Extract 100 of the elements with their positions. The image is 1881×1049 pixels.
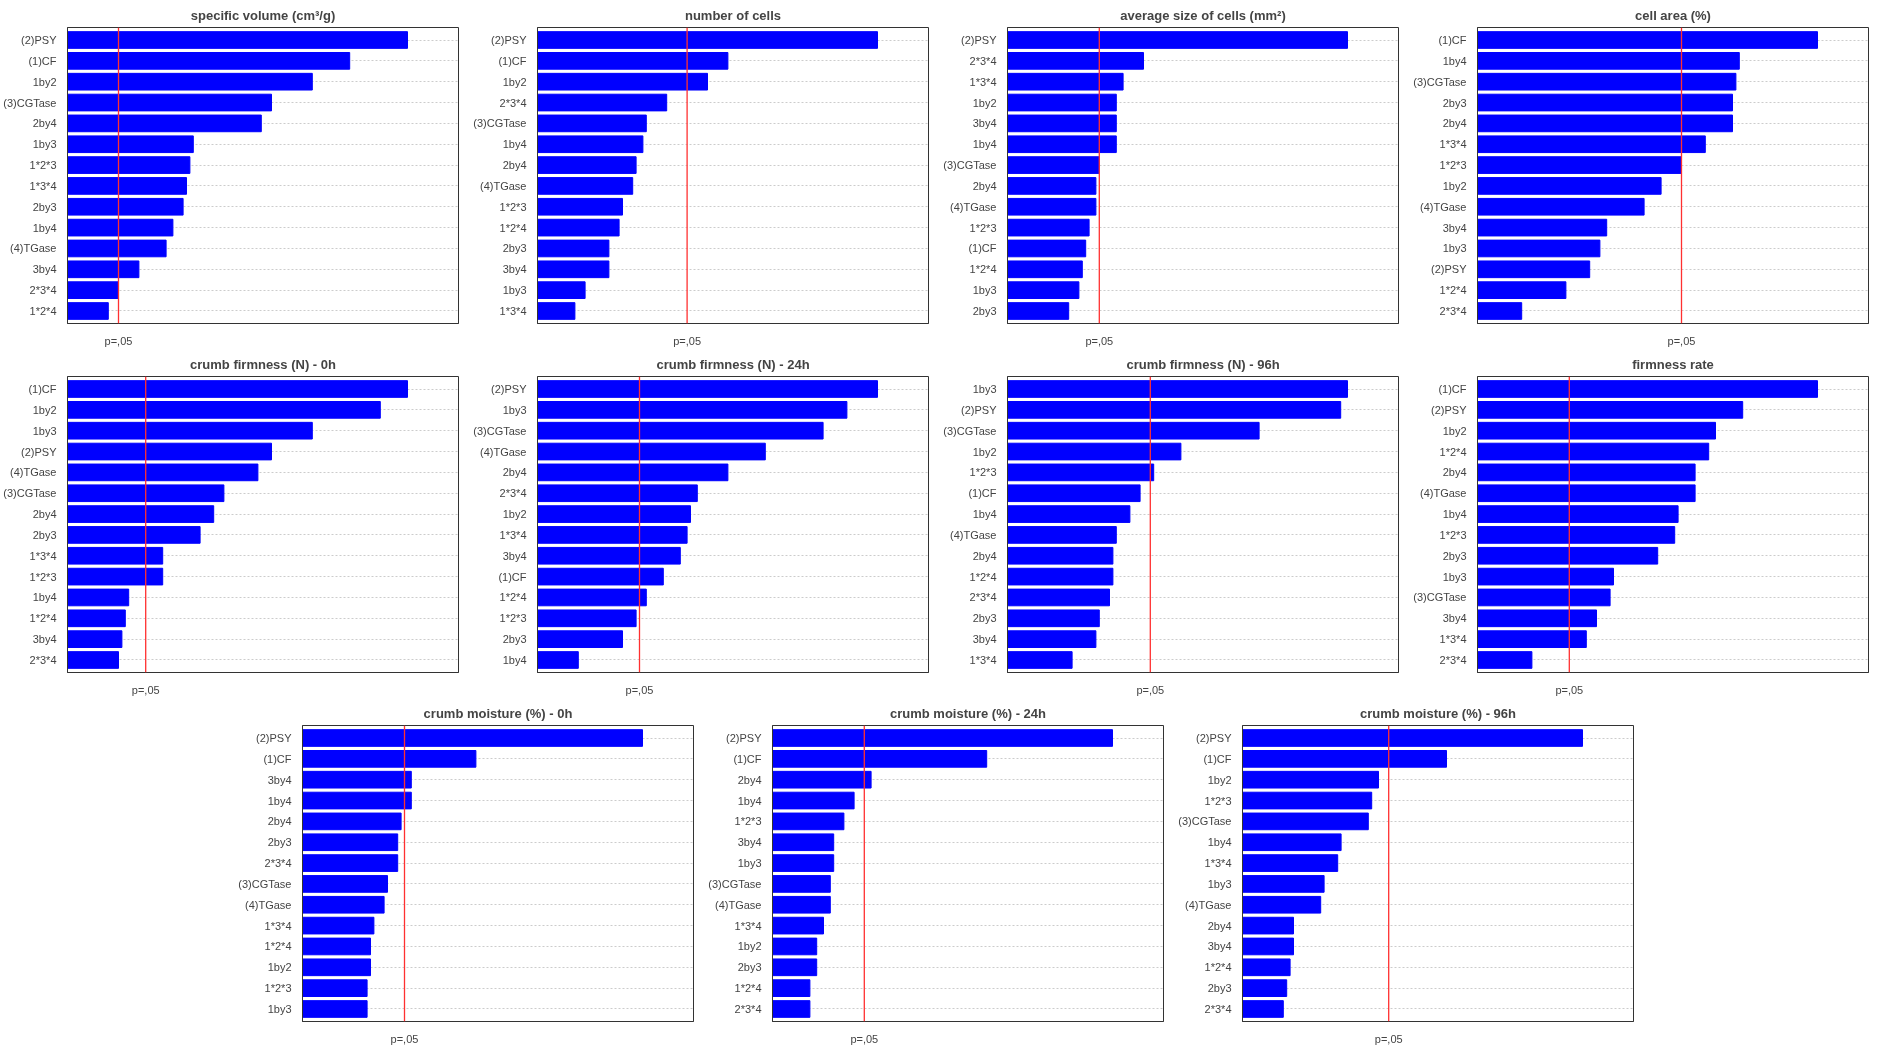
y-tick-label: 2*3*4	[264, 857, 292, 870]
y-tick-label: 1by4	[1442, 508, 1467, 521]
bar	[1242, 854, 1339, 872]
chart-title: specific volume (cm³/g)	[190, 7, 336, 23]
bar	[537, 197, 623, 216]
bar	[1007, 177, 1097, 195]
y-tick-label: 1*2*3	[29, 159, 57, 172]
y-tick-label: 1by2	[737, 940, 762, 953]
y-tick-label: 1by2	[972, 96, 997, 109]
bar	[302, 750, 477, 768]
bar	[537, 609, 637, 628]
bar	[67, 505, 215, 523]
y-tick-label: (3)CGTase	[473, 424, 527, 437]
bar	[1477, 526, 1676, 544]
y-tick-label: 1by4	[502, 653, 527, 666]
y-tick-label: 2by3	[1442, 96, 1467, 109]
y-tick-label: 2*3*4	[29, 653, 57, 666]
y-tick-label: (1)CF	[1203, 752, 1232, 765]
y-tick-label: 1*2*4	[734, 982, 762, 995]
bar	[772, 979, 811, 997]
bar	[302, 729, 643, 747]
bar	[772, 937, 818, 956]
bar	[1477, 302, 1523, 320]
y-tick-label: 1*3*4	[969, 653, 997, 666]
y-tick-label: 2by3	[502, 242, 527, 255]
y-tick-label: (1)CF	[498, 570, 527, 583]
ref-line-label: p=,05	[1667, 334, 1696, 347]
bar	[537, 380, 878, 398]
bar	[67, 442, 272, 461]
y-tick-label: 2by4	[737, 773, 762, 786]
bar	[1477, 546, 1659, 565]
y-tick-label: 1by4	[502, 138, 527, 151]
bar	[772, 895, 831, 914]
bar	[1477, 567, 1614, 586]
chart-title: crumb moisture (%) - 96h	[1359, 705, 1517, 721]
y-tick-label: 1*3*4	[969, 75, 997, 88]
y-tick-label: 3by4	[972, 117, 997, 130]
bar	[67, 239, 167, 258]
y-tick-label: (4)TGase	[950, 200, 997, 213]
y-tick-label: (2)PSY	[21, 445, 58, 458]
bar	[1477, 260, 1591, 279]
y-tick-label: 1*2*4	[264, 940, 292, 953]
y-tick-label: (3)CGTase	[943, 159, 997, 172]
y-tick-label: 1by4	[737, 794, 762, 807]
bar	[1007, 239, 1087, 258]
y-tick-label: 2by3	[1207, 982, 1232, 995]
y-tick-label: 1by3	[267, 1002, 292, 1015]
y-tick-label: 3by4	[267, 773, 292, 786]
bar	[1242, 833, 1342, 852]
bar	[1477, 197, 1645, 216]
bar	[1477, 505, 1679, 523]
y-tick-label: 1by2	[1442, 424, 1467, 437]
bar	[1477, 588, 1611, 607]
y-tick-label: 2by4	[1442, 117, 1467, 130]
bar	[67, 609, 126, 628]
y-tick-label: 2by4	[502, 159, 527, 172]
y-tick-label: 2*3*4	[499, 487, 527, 500]
y-tick-label: 2*3*4	[969, 54, 997, 67]
y-tick-label: 1*3*4	[734, 919, 762, 932]
chart-title: number of cells	[684, 7, 782, 23]
y-tick-label: (2)PSY	[1431, 263, 1468, 276]
y-tick-label: (4)TGase	[245, 898, 292, 911]
y-tick-label: (3)CGTase	[708, 877, 762, 890]
bar	[537, 567, 664, 586]
y-tick-label: 1*2*3	[499, 200, 527, 213]
chart-title: firmness rate	[1632, 356, 1714, 372]
y-tick-label: 2by4	[1207, 919, 1232, 932]
bar	[1477, 114, 1733, 133]
bar	[537, 114, 647, 133]
bar	[1007, 52, 1144, 70]
y-tick-label: 1by4	[32, 221, 57, 234]
y-tick-label: (1)CF	[263, 752, 292, 765]
bar	[1007, 380, 1348, 398]
y-tick-label: 1*2*4	[1204, 961, 1232, 974]
y-tick-label: (4)TGase	[480, 445, 527, 458]
bar	[67, 93, 272, 112]
bar	[302, 833, 399, 852]
y-tick-label: 1*2*4	[29, 304, 57, 317]
y-tick-label: 1by2	[972, 445, 997, 458]
bar	[1007, 463, 1155, 482]
y-tick-label: 1by4	[32, 591, 57, 604]
bar	[1007, 114, 1117, 133]
y-tick-label: (2)PSY	[726, 732, 763, 745]
bar	[302, 791, 412, 810]
y-tick-label: 1by4	[267, 794, 292, 807]
bar	[302, 916, 375, 935]
bar	[772, 729, 1113, 747]
bar	[302, 875, 388, 893]
y-tick-label: (3)CGTase	[1413, 75, 1467, 88]
y-tick-label: 1by4	[972, 138, 997, 151]
bar	[537, 484, 698, 503]
bar	[67, 546, 164, 565]
bar	[1477, 651, 1533, 669]
y-tick-label: (2)PSY	[1196, 732, 1233, 745]
ref-line-label: p=,05	[1555, 683, 1584, 696]
y-tick-label: 1*3*4	[29, 179, 57, 192]
y-tick-label: 3by4	[502, 549, 527, 562]
y-tick-label: 1by3	[1442, 242, 1467, 255]
y-tick-label: (2)PSY	[961, 34, 998, 47]
y-tick-label: 1by2	[1207, 773, 1232, 786]
